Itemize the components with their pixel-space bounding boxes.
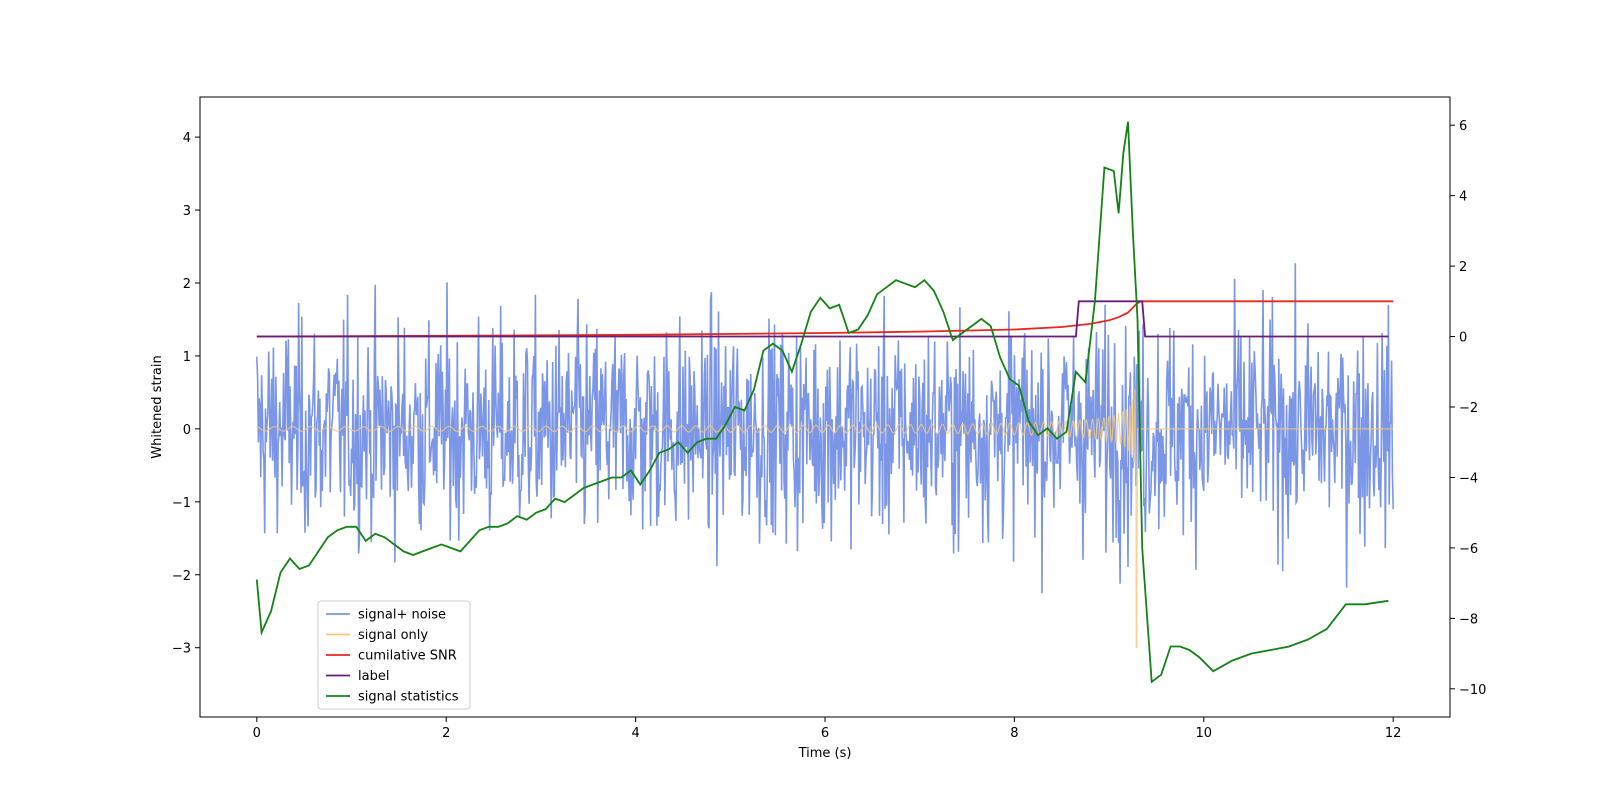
- y-axis-label: Whitened strain: [150, 355, 165, 458]
- y2-tick-label: 6: [1459, 119, 1467, 134]
- legend-label: signal only: [358, 628, 428, 643]
- x-tick-label: 4: [631, 726, 639, 741]
- y-tick-label: −3: [172, 642, 191, 657]
- series-line-cumulative-snr: [256, 300, 1394, 338]
- y2-tick-label: 4: [1459, 190, 1467, 205]
- x-tick-label: 0: [253, 726, 261, 741]
- y2-tick-label: 0: [1459, 331, 1467, 346]
- y2-tick-label: −8: [1459, 612, 1478, 627]
- series-line-signal-statistics: [255, 121, 1389, 684]
- y-tick-label: 3: [183, 204, 191, 219]
- legend: signal+ noise signal only cumilative SNR la…: [317, 600, 471, 710]
- y-tick-label: −2: [172, 569, 191, 584]
- y-tick-label: 1: [183, 350, 191, 365]
- y2-tick-label: −2: [1459, 401, 1478, 416]
- x-tick-label: 12: [1385, 726, 1402, 741]
- y-axis-right: −10 −8 −6 −4 −2 0 2 4 6: [1450, 119, 1486, 698]
- y2-tick-label: 2: [1459, 260, 1467, 275]
- y-axis-left: −3 −2 −1 0 1 2 3 4: [172, 131, 200, 657]
- y-tick-label: 0: [183, 423, 191, 438]
- x-tick-label: 6: [821, 726, 829, 741]
- legend-label: label: [358, 669, 389, 684]
- legend-label: signal statistics: [358, 690, 459, 705]
- y2-tick-label: −6: [1459, 542, 1478, 557]
- legend-label: signal+ noise: [358, 608, 446, 623]
- y2-tick-label: −4: [1459, 471, 1478, 486]
- legend-box: [317, 600, 471, 710]
- series-line-signal-noise: [256, 263, 1394, 594]
- x-axis: 0 2 4 6 8 10 12: [253, 717, 1402, 741]
- y-tick-label: −1: [172, 496, 191, 511]
- x-tick-label: 8: [1010, 726, 1018, 741]
- x-tick-label: 10: [1196, 726, 1213, 741]
- series-line-signal-only: [256, 389, 1394, 649]
- y2-tick-label: −10: [1459, 683, 1486, 698]
- x-axis-label: Time (s): [798, 746, 852, 761]
- series-line-label: [256, 300, 1389, 338]
- y-tick-label: 4: [183, 131, 191, 146]
- series-layer: [255, 121, 1394, 684]
- x-tick-label: 2: [442, 726, 450, 741]
- legend-label: cumilative SNR: [358, 649, 457, 664]
- y-tick-label: 2: [183, 277, 191, 292]
